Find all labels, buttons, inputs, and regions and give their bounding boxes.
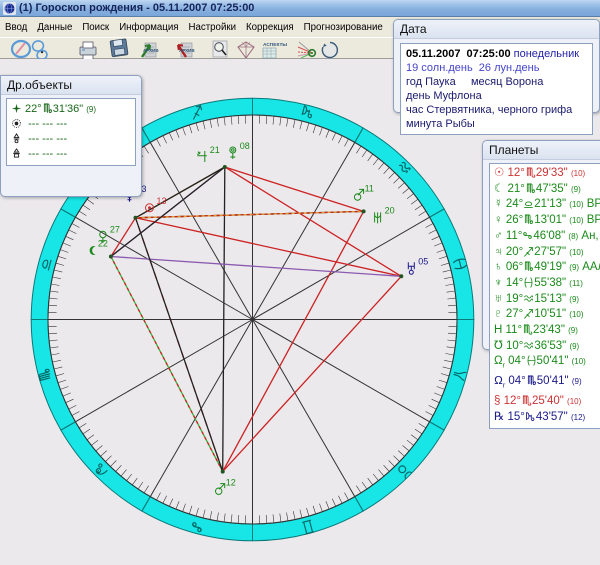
svg-text:13: 13 (157, 196, 167, 206)
svg-text:05: 05 (418, 256, 428, 266)
svg-text:12: 12 (226, 478, 236, 488)
svg-text:27: 27 (110, 225, 120, 235)
svg-text:11: 11 (365, 183, 374, 193)
svg-text:08: 08 (240, 141, 250, 151)
svg-text:21: 21 (210, 145, 220, 155)
svg-text:20: 20 (385, 205, 395, 215)
